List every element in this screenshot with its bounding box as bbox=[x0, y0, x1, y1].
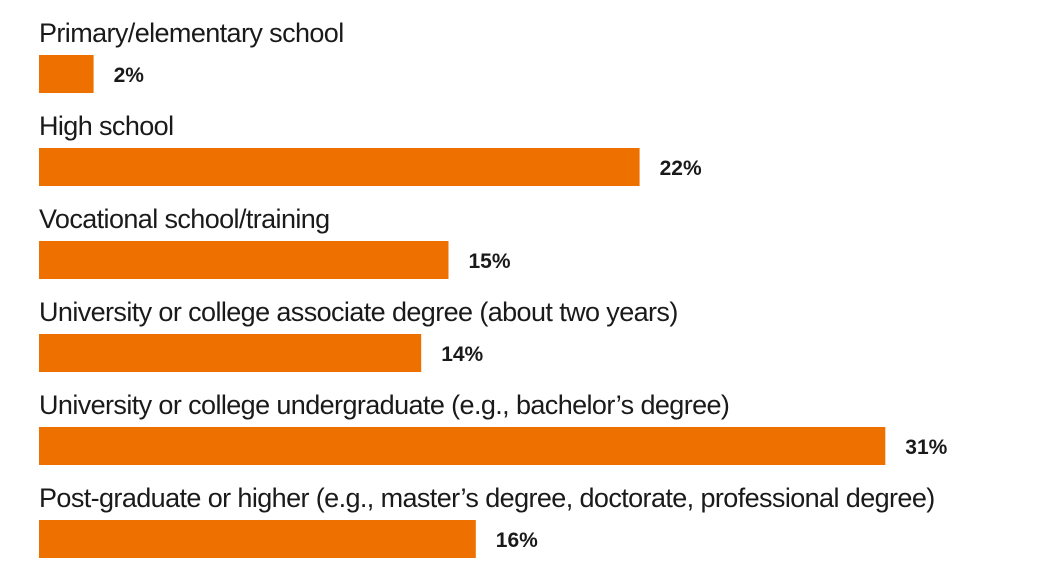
value-label: 15% bbox=[469, 250, 511, 273]
bar bbox=[39, 520, 476, 558]
value-label: 2% bbox=[114, 64, 145, 87]
category-label: Post-graduate or higher (e.g., master’s … bbox=[39, 483, 935, 513]
value-label: 22% bbox=[660, 157, 702, 180]
category-label: High school bbox=[39, 111, 173, 141]
bar bbox=[39, 148, 640, 186]
category-label: University or college associate degree (… bbox=[39, 297, 678, 327]
category-label: Vocational school/training bbox=[39, 204, 330, 234]
value-label: 14% bbox=[441, 343, 483, 366]
bar bbox=[39, 241, 449, 279]
category-label: University or college undergraduate (e.g… bbox=[39, 390, 729, 420]
bar bbox=[39, 55, 94, 93]
bar bbox=[39, 427, 886, 465]
value-label: 31% bbox=[905, 436, 947, 459]
category-label: Primary/elementary school bbox=[39, 18, 344, 48]
bar bbox=[39, 334, 422, 372]
value-label: 16% bbox=[496, 529, 538, 552]
